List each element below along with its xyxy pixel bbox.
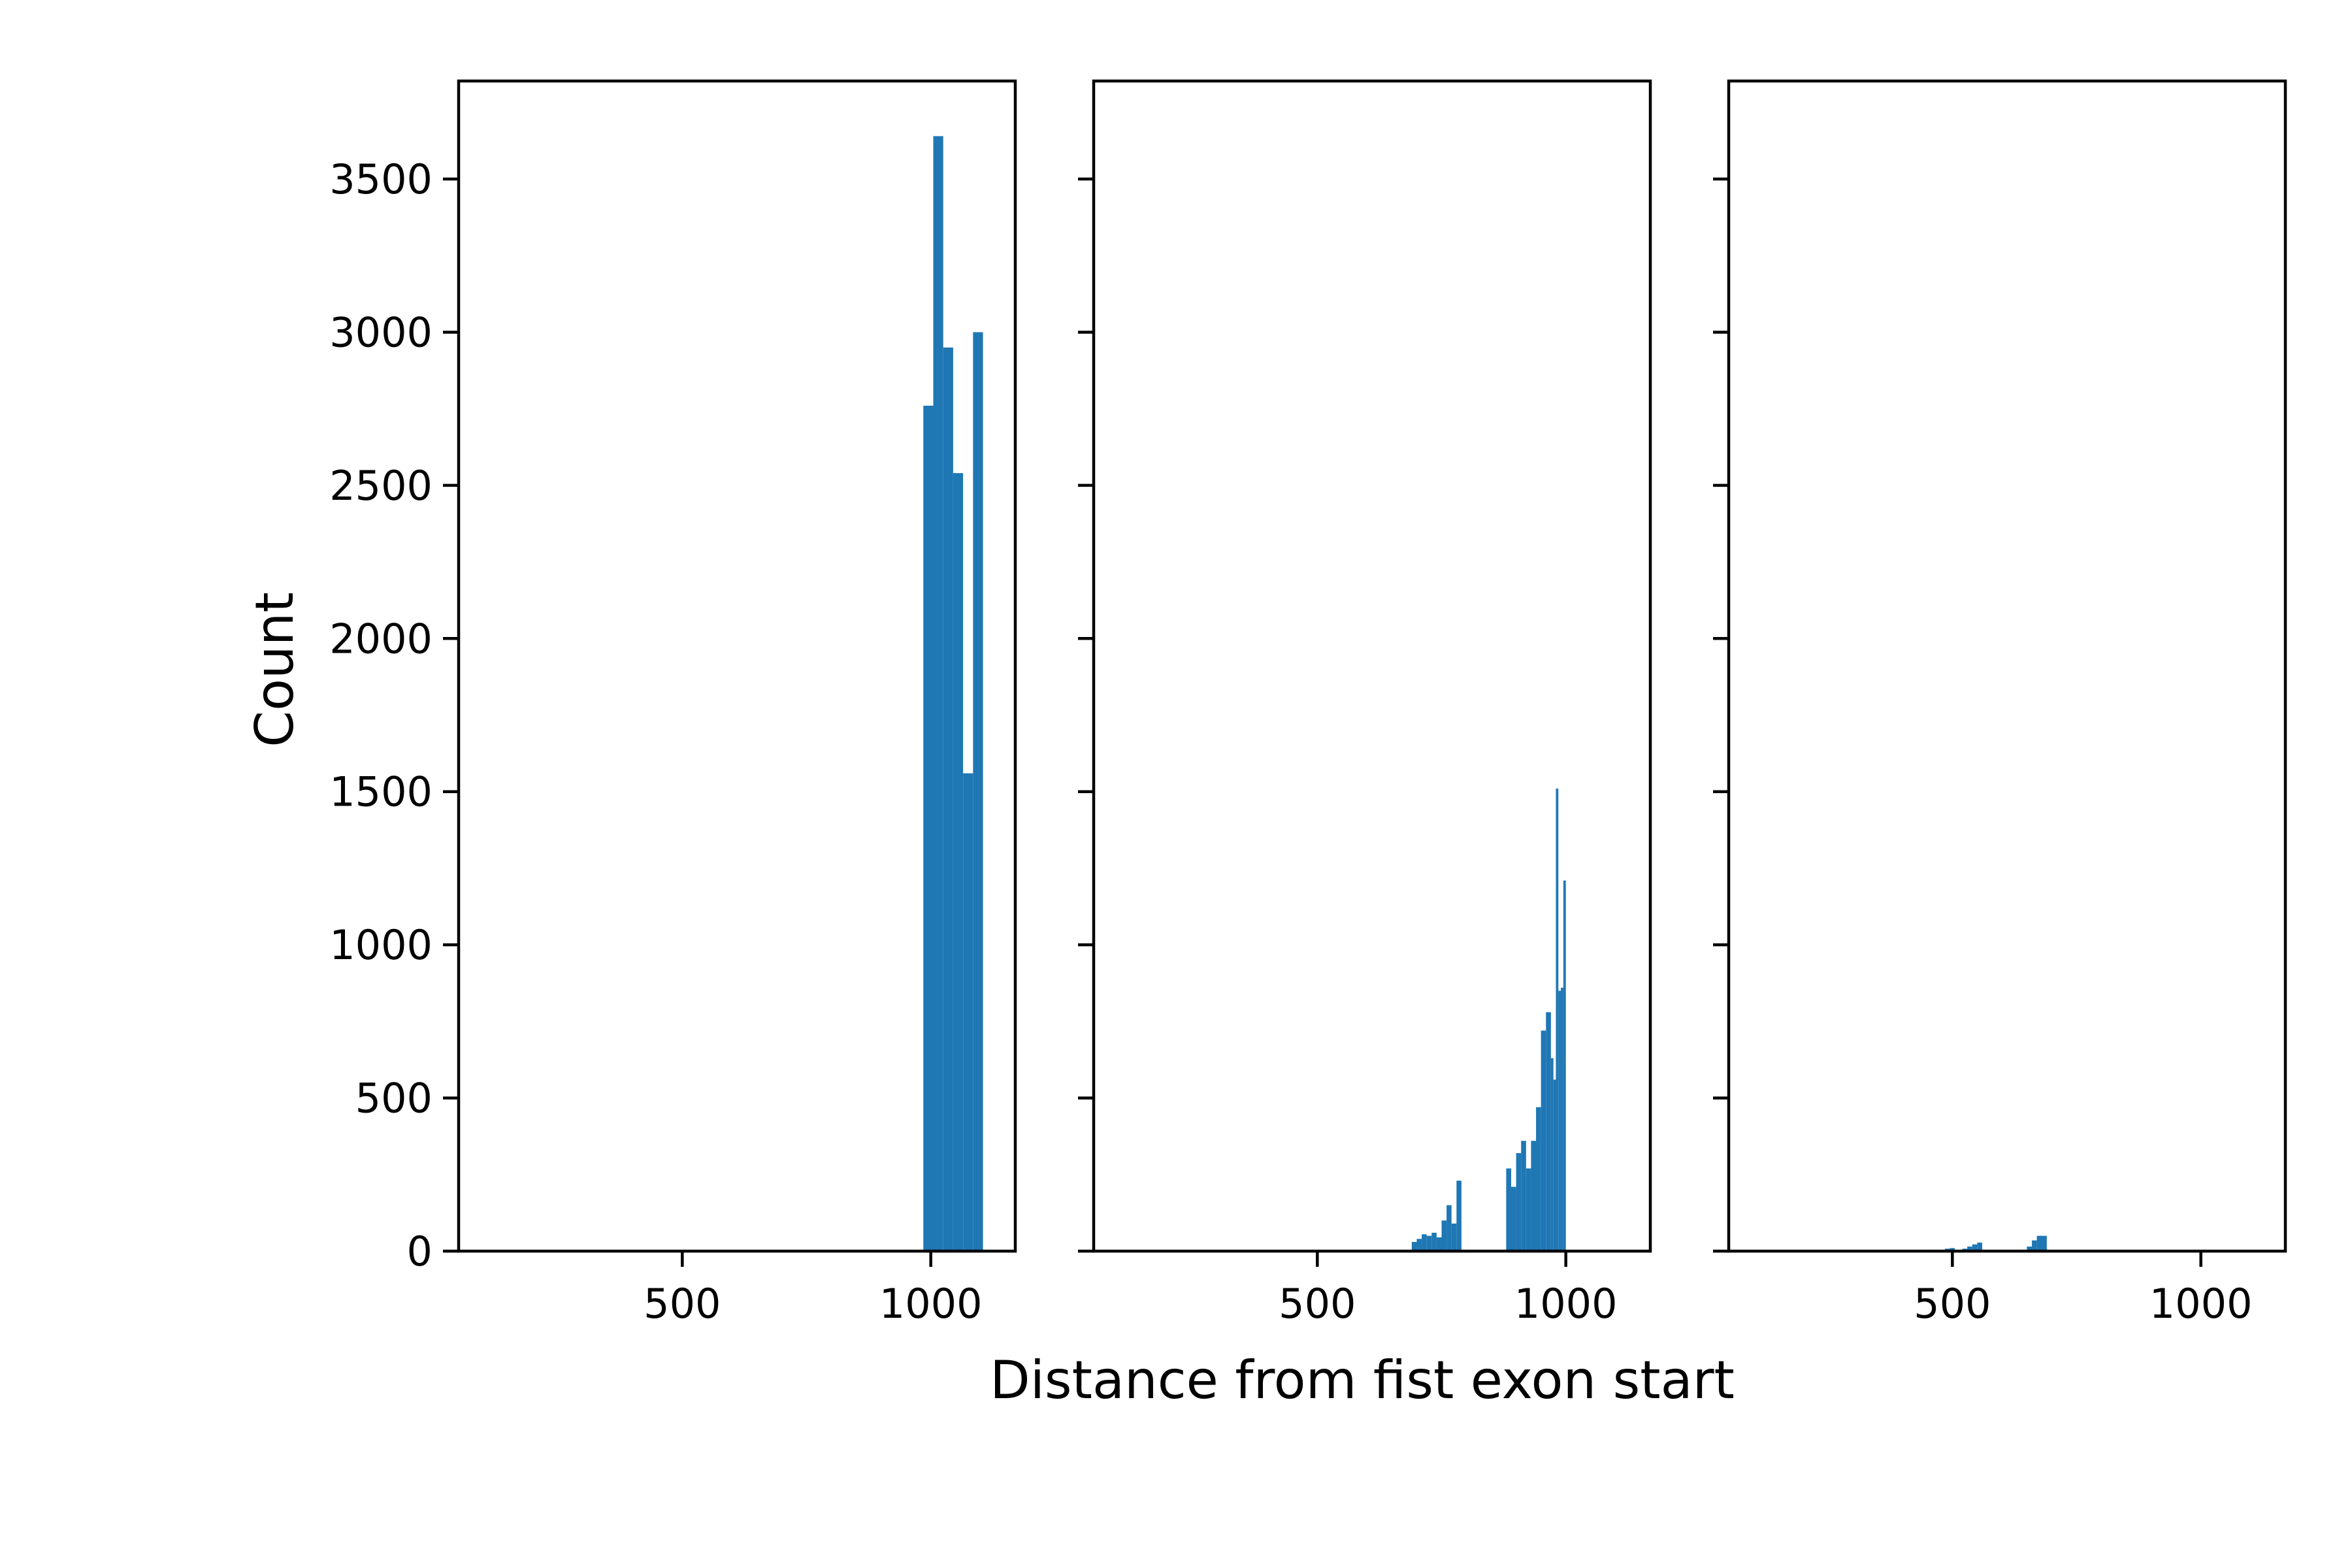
x-tick-label: 1000 (1514, 1280, 1618, 1328)
histogram-bar (953, 473, 964, 1251)
subplot-panels: 500 1000 0 500 1000 1500 2000 2500 3000 3500 500 10… (329, 79, 2287, 1328)
histogram-bars (1411, 789, 1566, 1251)
histogram-bar (2032, 1240, 2037, 1251)
histogram-bar (1506, 1168, 1511, 1251)
y-tick-label: 1000 (329, 921, 433, 969)
axes-frame (1727, 79, 2287, 1253)
x-tick-label: 500 (1914, 1280, 1991, 1328)
y-tick-label: 500 (355, 1075, 433, 1122)
histogram-bar (1550, 1058, 1554, 1251)
histogram-bar (1441, 1220, 1447, 1251)
histogram-bar (1516, 1152, 1522, 1251)
subplot-3: 500 1000 (1713, 79, 2287, 1328)
histogram-bar (1411, 1241, 1417, 1251)
histogram-bar (1541, 1030, 1546, 1251)
histogram-bar (1511, 1186, 1516, 1251)
histogram-bar (1451, 1223, 1457, 1251)
subplot-1: 500 1000 0 500 1000 1500 2000 2500 3000 3500 (329, 79, 1017, 1328)
y-tick-label: 2000 (329, 615, 433, 662)
histogram-bar (1422, 1234, 1427, 1251)
histogram-bar (1426, 1235, 1432, 1251)
histogram-bar (1536, 1107, 1541, 1251)
y-axis-label: Count (244, 592, 305, 747)
y-tick-label: 0 (407, 1228, 433, 1275)
y-tick-label: 2500 (329, 462, 433, 510)
y-tick-label: 3000 (329, 308, 433, 356)
histogram-bar (1977, 1242, 1982, 1251)
histogram-bar (1526, 1168, 1531, 1251)
histogram-bar (1436, 1237, 1442, 1251)
histogram-bar (943, 347, 953, 1251)
histogram-bar (933, 136, 943, 1251)
x-tick-label: 500 (644, 1280, 721, 1328)
histogram-bar (1446, 1205, 1452, 1251)
histogram-bar (1521, 1141, 1526, 1251)
histogram-bar (1456, 1181, 1462, 1251)
histogram-bar (1972, 1244, 1978, 1251)
histogram-bar (1563, 880, 1566, 1251)
histogram-bar (923, 405, 934, 1251)
histogram-bar (1950, 1248, 1955, 1251)
histogram-bar (1561, 987, 1563, 1251)
histogram-bar (1416, 1239, 1422, 1251)
y-tick-label: 1500 (329, 768, 433, 816)
x-tick-label: 500 (1279, 1280, 1356, 1328)
histogram-bar (1967, 1246, 1972, 1251)
subplot-2: 500 1000 (1078, 79, 1652, 1328)
x-tick-label: 1000 (2149, 1280, 2253, 1328)
histogram-bar (1531, 1141, 1537, 1251)
histogram-bar (2027, 1246, 2033, 1251)
histogram-bar (1558, 990, 1561, 1251)
histogram-bar (963, 773, 973, 1251)
histogram-bar (1546, 1012, 1551, 1251)
x-tick-label: 1000 (879, 1280, 983, 1328)
histogram-bar (973, 332, 983, 1252)
histogram-bars (923, 136, 983, 1252)
histogram-bar (1553, 1079, 1556, 1251)
x-axis-label: Distance from fist exon start (990, 1350, 1735, 1411)
axes-frame (1092, 79, 1652, 1253)
histogram-bar (1556, 789, 1559, 1251)
histogram-bar (2036, 1235, 2047, 1251)
y-tick-label: 3500 (329, 155, 433, 203)
axes-frame (457, 79, 1017, 1253)
histogram-bar (1431, 1232, 1437, 1251)
